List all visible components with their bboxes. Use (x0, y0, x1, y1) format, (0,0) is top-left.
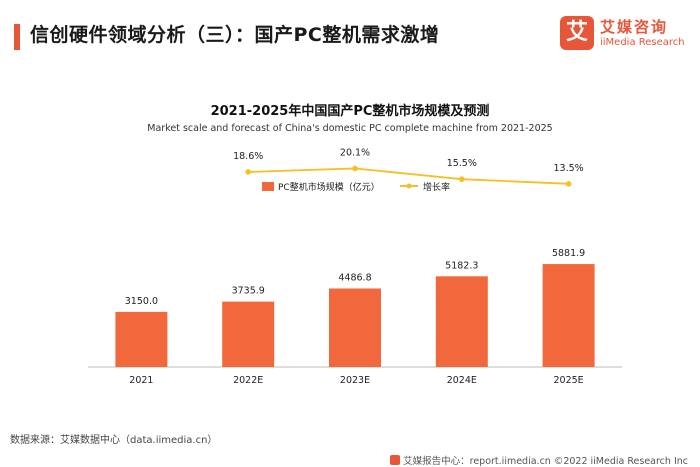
bar-value-label: 5881.9 (552, 248, 585, 259)
legend-bar-label: PC整机市场规模（亿元） (278, 181, 380, 193)
logo-name-en: iiMedia Research (600, 37, 685, 48)
bar-value-label: 4486.8 (338, 272, 371, 283)
bar-2024E (435, 276, 488, 367)
bar-value-label: 5182.3 (445, 260, 478, 271)
bar-value-label: 3150.0 (125, 296, 158, 307)
x-tick-label: 2025E (554, 375, 584, 386)
x-tick-label: 2021 (129, 375, 153, 386)
chart-subtitle: Market scale and forecast of China's dom… (147, 123, 553, 134)
growth-rate-point (245, 169, 251, 175)
bar-2022E (222, 301, 275, 367)
title-accent-bar (14, 24, 20, 50)
growth-rate-label: 18.6% (233, 151, 263, 162)
growth-rate-label: 15.5% (447, 158, 477, 169)
growth-rate-line (248, 167, 569, 185)
growth-rate-point (352, 165, 358, 172)
growth-rate-point (459, 176, 465, 182)
logo-mark-icon: 艾 (560, 16, 594, 50)
legend-line-label: 增长率 (423, 181, 450, 193)
growth-rate-point (565, 181, 572, 187)
legend-line-marker (406, 183, 412, 189)
bar-2025E (542, 264, 595, 367)
chart-title: 2021-2025年中国国产PC整机市场规模及预测 (210, 104, 490, 119)
growth-rate-label: 13.5% (554, 163, 584, 174)
footer-text: 艾媒报告中心：report.iimedia.cn ©2022 iiMedia R… (403, 456, 688, 467)
bar-2021 (115, 311, 168, 367)
x-tick-label: 2024E (447, 375, 477, 386)
bar-2023E (329, 288, 381, 367)
x-tick-label: 2023E (340, 375, 370, 386)
logo-name-cn: 艾媒咨询 (600, 18, 669, 36)
page-title: 信创硬件领域分析（三）：国产PC整机需求激增 (30, 24, 440, 46)
x-tick-label: 2022E (233, 375, 263, 386)
legend-bar-swatch (262, 182, 274, 191)
source-note: 数据来源：艾媒数据中心（data.iimedia.cn） (10, 435, 218, 446)
report-center-icon (390, 455, 401, 465)
bar-value-label: 3735.9 (232, 286, 265, 297)
brand-logo: 艾 艾媒咨询 iiMedia Research (560, 14, 686, 58)
footer: 艾媒报告中心：report.iimedia.cn ©2022 iiMedia R… (390, 453, 688, 467)
growth-rate-label: 20.1% (340, 147, 370, 158)
